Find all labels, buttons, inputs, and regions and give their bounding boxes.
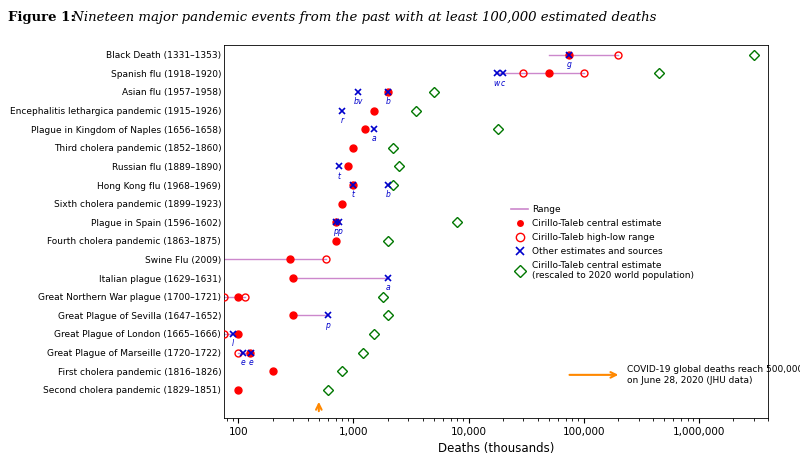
Text: p: p (333, 227, 338, 237)
Text: t: t (338, 172, 341, 181)
Text: a: a (386, 283, 390, 292)
Text: e: e (241, 358, 246, 367)
Text: b: b (386, 97, 390, 106)
Text: t: t (352, 190, 355, 199)
X-axis label: Deaths (thousands): Deaths (thousands) (438, 442, 554, 454)
Text: bv: bv (354, 97, 363, 106)
Text: p: p (326, 321, 330, 330)
Text: c: c (501, 79, 506, 88)
Text: e: e (249, 358, 254, 367)
Text: Nineteen major pandemic events from the past with at least 100,000 estimated dea: Nineteen major pandemic events from the … (68, 11, 656, 25)
Text: w: w (494, 79, 500, 88)
Legend: Range, Cirillo-Taleb central estimate, Cirillo-Taleb high-low range, Other estim: Range, Cirillo-Taleb central estimate, C… (511, 205, 694, 280)
Text: g: g (567, 60, 572, 69)
Text: l: l (232, 339, 234, 348)
Text: p: p (337, 227, 342, 237)
Text: Figure 1:: Figure 1: (8, 11, 75, 25)
Text: COVID-19 global deaths reach 500,000
on June 28, 2020 (JHU data): COVID-19 global deaths reach 500,000 on … (626, 365, 800, 385)
Text: a: a (371, 134, 376, 143)
Text: r: r (341, 116, 344, 125)
Text: b: b (386, 190, 390, 199)
